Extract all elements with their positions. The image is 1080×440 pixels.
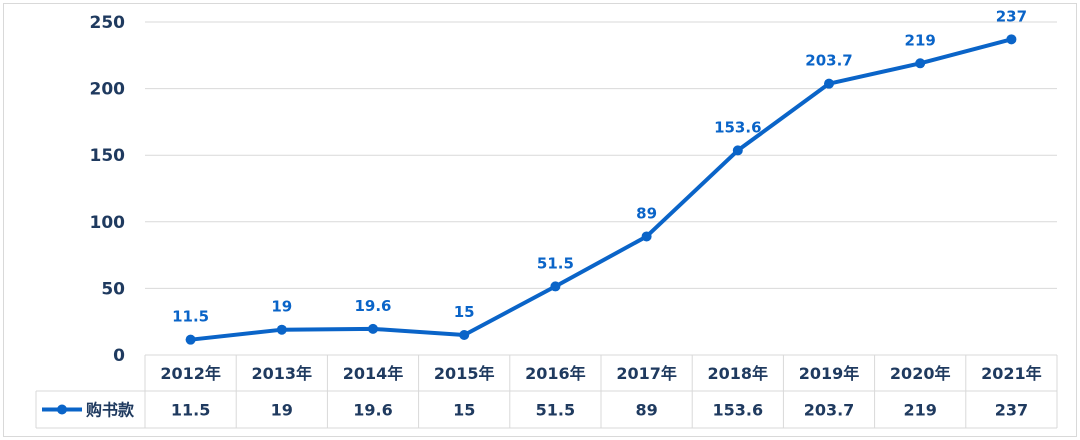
data-point bbox=[276, 324, 287, 335]
table-value-cell: 153.6 bbox=[712, 401, 763, 420]
data-point bbox=[1006, 34, 1017, 45]
data-label: 15 bbox=[454, 303, 475, 321]
data-point bbox=[824, 78, 834, 89]
data-label: 219 bbox=[905, 31, 936, 49]
data-point bbox=[185, 334, 196, 345]
legend-series-name: 购书款 bbox=[86, 401, 135, 420]
series-line-group bbox=[185, 34, 1017, 345]
chart-frame bbox=[3, 3, 1077, 437]
data-table: 2012年 2013年 2014年 2015年 2016年 2017年 2018年 2019年… bbox=[35, 354, 1058, 429]
x-category-label: 2013年 bbox=[252, 364, 313, 383]
data-label: 203.7 bbox=[805, 52, 852, 70]
x-category-label: 2020年 bbox=[890, 364, 951, 383]
table-value-cell: 11.5 bbox=[171, 401, 210, 420]
y-tick-label: 200 bbox=[90, 80, 126, 100]
data-point bbox=[732, 145, 743, 156]
data-label: 237 bbox=[996, 7, 1027, 25]
x-category-label: 2021年 bbox=[981, 364, 1042, 383]
x-category-label: 2018年 bbox=[708, 364, 769, 383]
data-point bbox=[641, 231, 652, 242]
x-category-label: 2012年 bbox=[160, 364, 221, 383]
y-tick-label: 50 bbox=[101, 279, 125, 299]
y-tick-label: 0 bbox=[113, 346, 125, 366]
data-point bbox=[459, 330, 470, 341]
table-value-cell: 15 bbox=[453, 401, 475, 420]
table-value-cell: 219 bbox=[903, 401, 936, 420]
table-value-cell: 19.6 bbox=[353, 401, 392, 420]
x-category-label: 2015年 bbox=[434, 364, 495, 383]
y-axis-ticks: 0 50 100 150 200 250 bbox=[90, 13, 126, 366]
data-label: 11.5 bbox=[172, 308, 209, 326]
x-category-label: 2019年 bbox=[799, 364, 860, 383]
table-value-cell: 19 bbox=[271, 401, 293, 420]
data-label: 51.5 bbox=[537, 254, 574, 272]
data-label: 153.6 bbox=[714, 118, 761, 136]
table-value-cell: 89 bbox=[635, 401, 657, 420]
x-category-label: 2016年 bbox=[525, 364, 586, 383]
x-category-label: 2017年 bbox=[616, 364, 677, 383]
data-point bbox=[368, 323, 378, 334]
data-point bbox=[550, 281, 561, 292]
data-label: 19.6 bbox=[354, 297, 391, 315]
data-labels: 11.5 19 19.6 15 51.5 89 153.6 203.7 219 237 bbox=[172, 7, 1027, 325]
legend-point-marker bbox=[57, 404, 67, 415]
data-point bbox=[915, 58, 926, 69]
y-tick-label: 150 bbox=[90, 146, 126, 166]
x-category-label: 2014年 bbox=[343, 364, 404, 383]
table-value-cell: 237 bbox=[995, 401, 1028, 420]
data-label: 19 bbox=[271, 298, 292, 316]
y-tick-label: 100 bbox=[90, 213, 126, 233]
data-label: 89 bbox=[636, 204, 657, 222]
y-tick-label: 250 bbox=[90, 13, 126, 33]
table-value-cell: 51.5 bbox=[536, 401, 575, 420]
series-line bbox=[188, 37, 1014, 342]
table-value-cell: 203.7 bbox=[804, 401, 855, 420]
gridlines bbox=[145, 21, 1057, 289]
